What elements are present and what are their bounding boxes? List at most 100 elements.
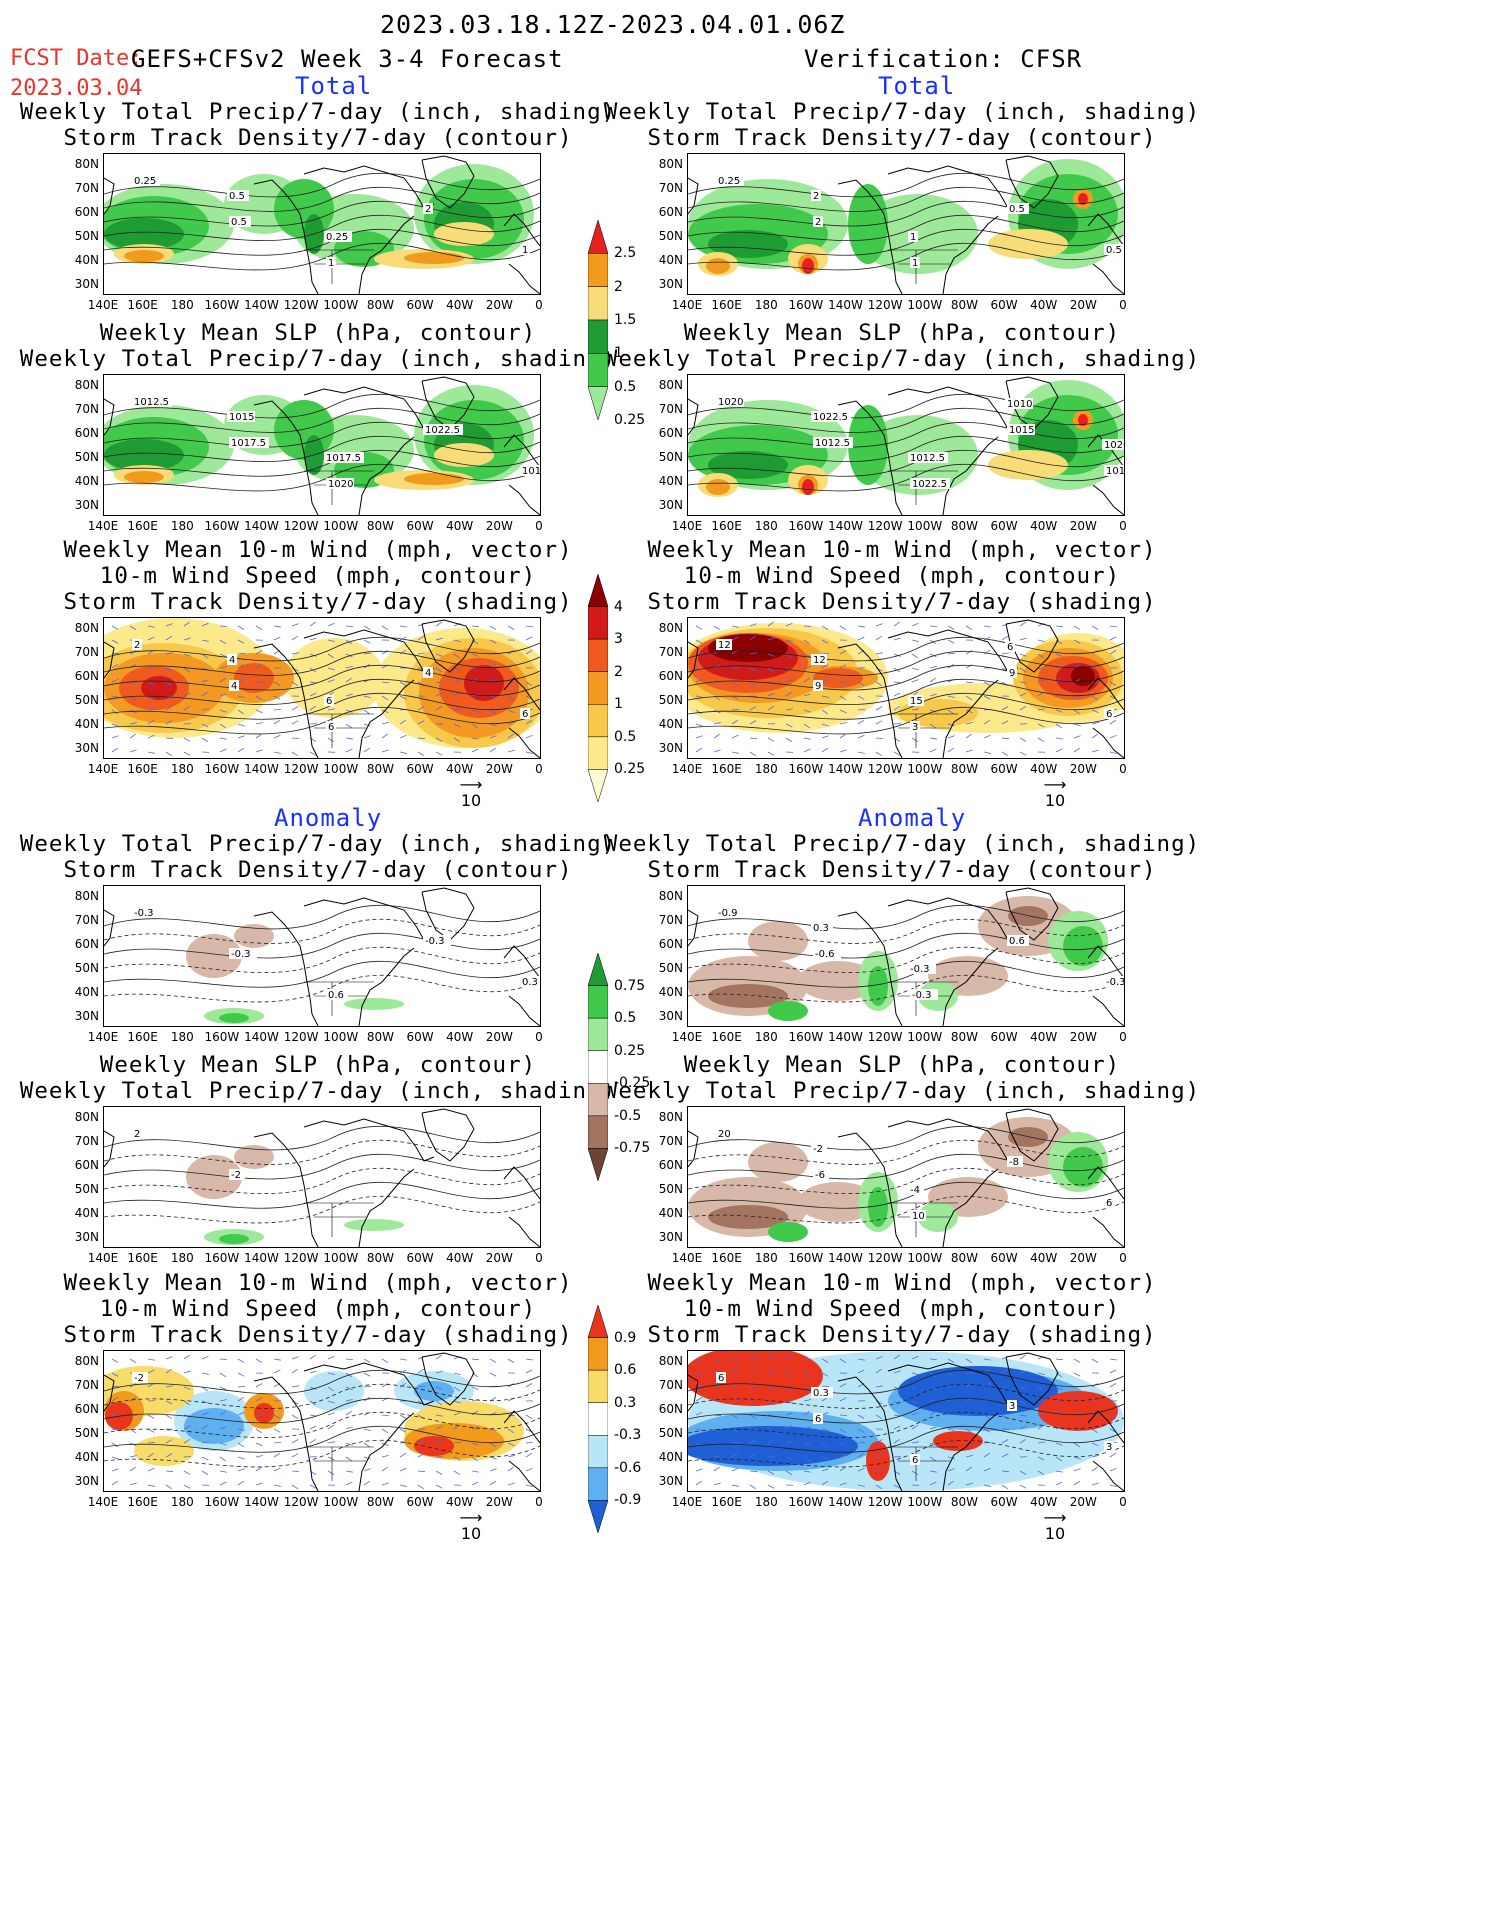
wind-vector	[1055, 737, 1063, 740]
coastline	[104, 177, 115, 215]
wind-vector	[201, 1456, 209, 1461]
coastline	[508, 263, 540, 294]
contour-label-bg	[227, 411, 255, 422]
contour-line	[104, 1195, 540, 1224]
wind-vector	[803, 723, 811, 729]
wind-vector	[767, 1470, 775, 1475]
wind-vector	[1109, 625, 1117, 628]
wind-vector	[507, 1442, 515, 1447]
coastline	[1087, 1410, 1124, 1444]
reference-arrow-icon: ⟶	[1043, 1508, 1067, 1527]
wind-vector	[929, 723, 937, 729]
precip-total-colorbar	[587, 219, 609, 424]
panel-title: Weekly Mean 10-m Wind (mph, vector)	[647, 1270, 1157, 1296]
coastline	[104, 398, 115, 436]
wind-vector	[857, 1358, 865, 1361]
wind-vector	[345, 1386, 353, 1391]
wind-vector	[749, 1400, 757, 1405]
wind-vector	[309, 1438, 317, 1444]
wind-vector	[309, 637, 317, 641]
wind-vector	[1019, 1386, 1027, 1390]
contour-label: -0.3	[912, 990, 932, 1001]
wind-vector	[309, 653, 317, 657]
wind-vector	[857, 734, 865, 739]
shaded-region	[708, 984, 788, 1008]
wind-vector	[327, 639, 335, 642]
wind-vector	[327, 1386, 335, 1392]
wind-vector	[507, 1428, 515, 1434]
shaded-region	[802, 258, 814, 274]
shaded-region	[708, 451, 788, 479]
lat-tick-label: 80N	[658, 378, 683, 392]
contour-line	[104, 932, 540, 959]
lon-tick-label: 20W	[1069, 1251, 1097, 1265]
wind-vector	[291, 720, 299, 725]
contour-line	[104, 1383, 540, 1409]
lat-tick-label: 70N	[74, 645, 99, 659]
wind-vector	[525, 734, 533, 739]
wind-vector	[381, 722, 389, 725]
wind-vector	[327, 737, 335, 743]
coastline	[1092, 263, 1124, 294]
wind-vector	[489, 1372, 497, 1377]
wind-vector	[749, 623, 757, 627]
wind-vector	[911, 1470, 919, 1476]
wind-vector	[507, 695, 515, 701]
lon-tick-label: 160W	[788, 519, 824, 533]
lat-tick-label: 40N	[74, 1450, 99, 1464]
wind-vector	[111, 1428, 119, 1431]
lon-tick-label: 20W	[485, 1030, 513, 1044]
lon-tick-label: 80W	[366, 298, 395, 312]
lon-tick-label: 160W	[788, 298, 824, 312]
contour-label: 0.25	[326, 232, 348, 243]
map-canvas: 0.25 0.5 1 2 1 0.5 0.25	[104, 155, 540, 294]
lon-tick-label: 60W	[406, 519, 434, 533]
wind-vector	[111, 678, 119, 683]
wind-vector	[731, 719, 739, 725]
wind-vector	[507, 709, 515, 714]
wind-vector	[713, 1358, 721, 1364]
contour-label: 6	[1106, 709, 1112, 720]
colorbar-label: -0.6	[614, 1459, 642, 1476]
wind-vector	[929, 1410, 937, 1416]
coastline	[253, 1376, 319, 1491]
wind-vector	[525, 1467, 533, 1472]
wind-vector	[219, 1399, 227, 1402]
wind-vector	[111, 1480, 119, 1486]
lat-tick-label: 70N	[74, 1378, 99, 1392]
wind-vector	[749, 737, 758, 739]
wind-vector	[929, 693, 937, 697]
lat-tick-label: 50N	[658, 1426, 683, 1440]
wind-vector	[471, 1386, 479, 1391]
wind-vector	[893, 751, 901, 756]
lon-tick-label: 40W	[1030, 1495, 1058, 1509]
wind-vector	[219, 639, 227, 645]
wind-vector	[821, 709, 829, 715]
lat-tick-label: 40N	[658, 474, 683, 488]
wind-vector	[965, 1466, 973, 1472]
wind-vector	[1019, 1438, 1027, 1444]
wind-vector	[327, 1400, 335, 1404]
contour-label: 1022.5	[425, 425, 460, 436]
lon-tick-label: 80W	[366, 519, 395, 533]
coastline	[1092, 484, 1124, 515]
wind-vector	[749, 1385, 757, 1388]
colorbar-label: 1	[614, 345, 623, 362]
wind-vector	[821, 1442, 829, 1448]
wind-vector	[201, 1424, 209, 1430]
colorbar-label: 0.5	[614, 378, 637, 395]
wind-vector	[219, 1481, 227, 1486]
contour-label: 1012.5	[815, 438, 850, 449]
wind-vector	[309, 1370, 317, 1374]
wind-vector	[525, 751, 533, 755]
wind-vector	[183, 751, 191, 756]
colorbar-label: 0.25	[614, 761, 646, 778]
wind-vector	[471, 1481, 479, 1486]
wind-vector	[1019, 681, 1027, 684]
wind-vector	[839, 1397, 847, 1402]
lon-tick-label: 40W	[446, 1495, 474, 1509]
wind-vector	[1037, 1372, 1045, 1376]
coastline	[508, 995, 540, 1026]
wind-vector	[489, 1442, 497, 1448]
contour-line	[104, 200, 540, 227]
